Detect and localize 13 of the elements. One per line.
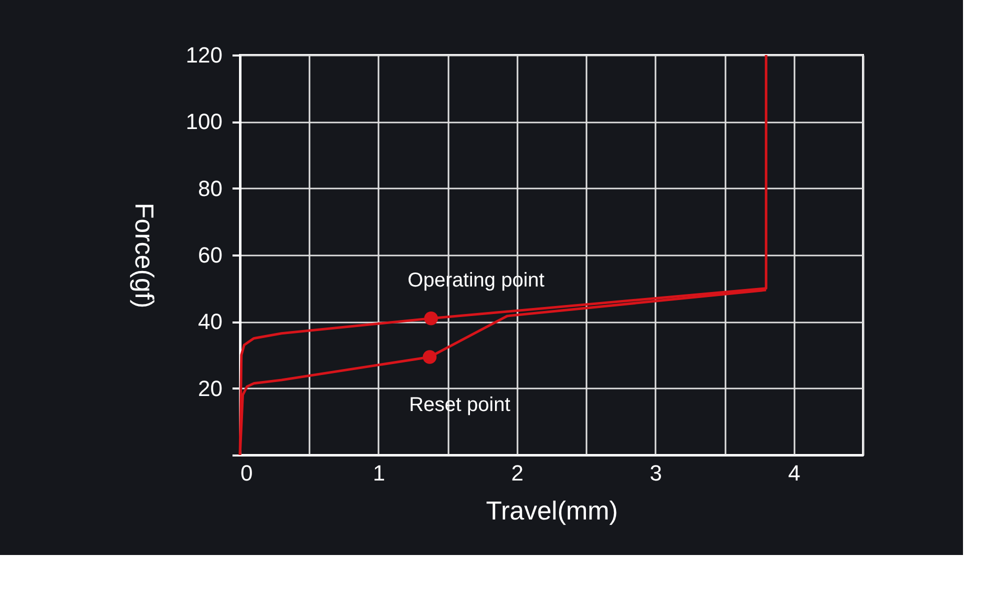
- x-tick-label: 3: [650, 460, 662, 486]
- y-tick-label: 60: [198, 242, 222, 268]
- y-tick-label: 100: [186, 109, 222, 134]
- y-axis-title: Force(gf): [130, 202, 160, 308]
- y-tick-label: 40: [198, 309, 222, 334]
- x-tick-label: 0: [240, 460, 253, 486]
- y-tick-label: 80: [198, 176, 222, 201]
- x-tick-label: 1: [372, 460, 386, 486]
- x-tick-label: 4: [788, 460, 800, 486]
- y-tick-label: 20: [198, 376, 222, 401]
- y-tick-label: 120: [186, 42, 222, 68]
- x-axis-title: Travel(mm): [486, 496, 618, 526]
- x-tick-label: 2: [511, 460, 524, 486]
